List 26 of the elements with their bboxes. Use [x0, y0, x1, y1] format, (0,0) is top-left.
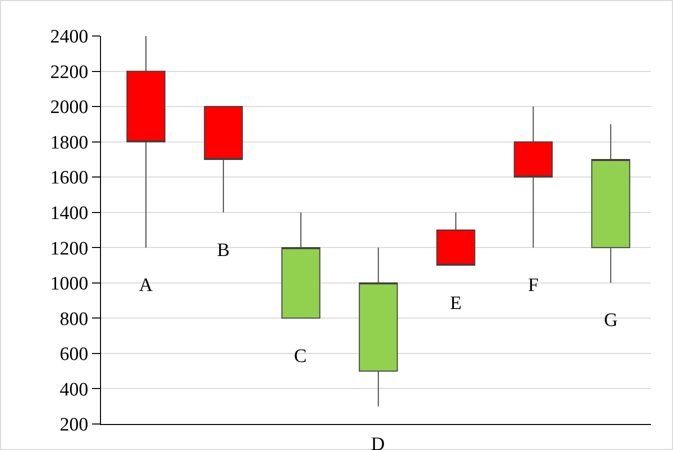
y-tick-label: 2000	[50, 97, 88, 118]
candlestick	[436, 212, 476, 266]
x-tick-label: F	[528, 275, 539, 296]
candlestick	[358, 247, 398, 407]
y-tick-label: 1600	[50, 168, 88, 189]
candlestick	[204, 106, 243, 213]
y-tick-label: 600	[60, 344, 88, 366]
y-tick-label: 2200	[50, 62, 88, 83]
y-tick-label: 2400	[50, 26, 88, 48]
y-tick-label: 200	[60, 414, 88, 436]
x-tick-label: B	[217, 240, 230, 261]
y-tick-label: 1200	[50, 238, 88, 260]
x-tick-label: E	[450, 293, 462, 314]
y-tick-label: 800	[60, 308, 88, 330]
y-tick-label: 1000	[50, 274, 88, 295]
x-tick-label: D	[371, 434, 385, 450]
x-tick-label: A	[139, 275, 153, 296]
candlestick	[126, 36, 166, 248]
candlestick	[591, 124, 630, 284]
candlestick	[281, 212, 320, 319]
x-tick-label: G	[604, 310, 618, 331]
y-tick-label: 1400	[50, 203, 88, 224]
y-tick-label: 400	[60, 379, 88, 400]
x-tick-label: C	[294, 346, 307, 367]
y-tick-label: 1800	[50, 132, 88, 154]
candlestick	[514, 106, 553, 248]
